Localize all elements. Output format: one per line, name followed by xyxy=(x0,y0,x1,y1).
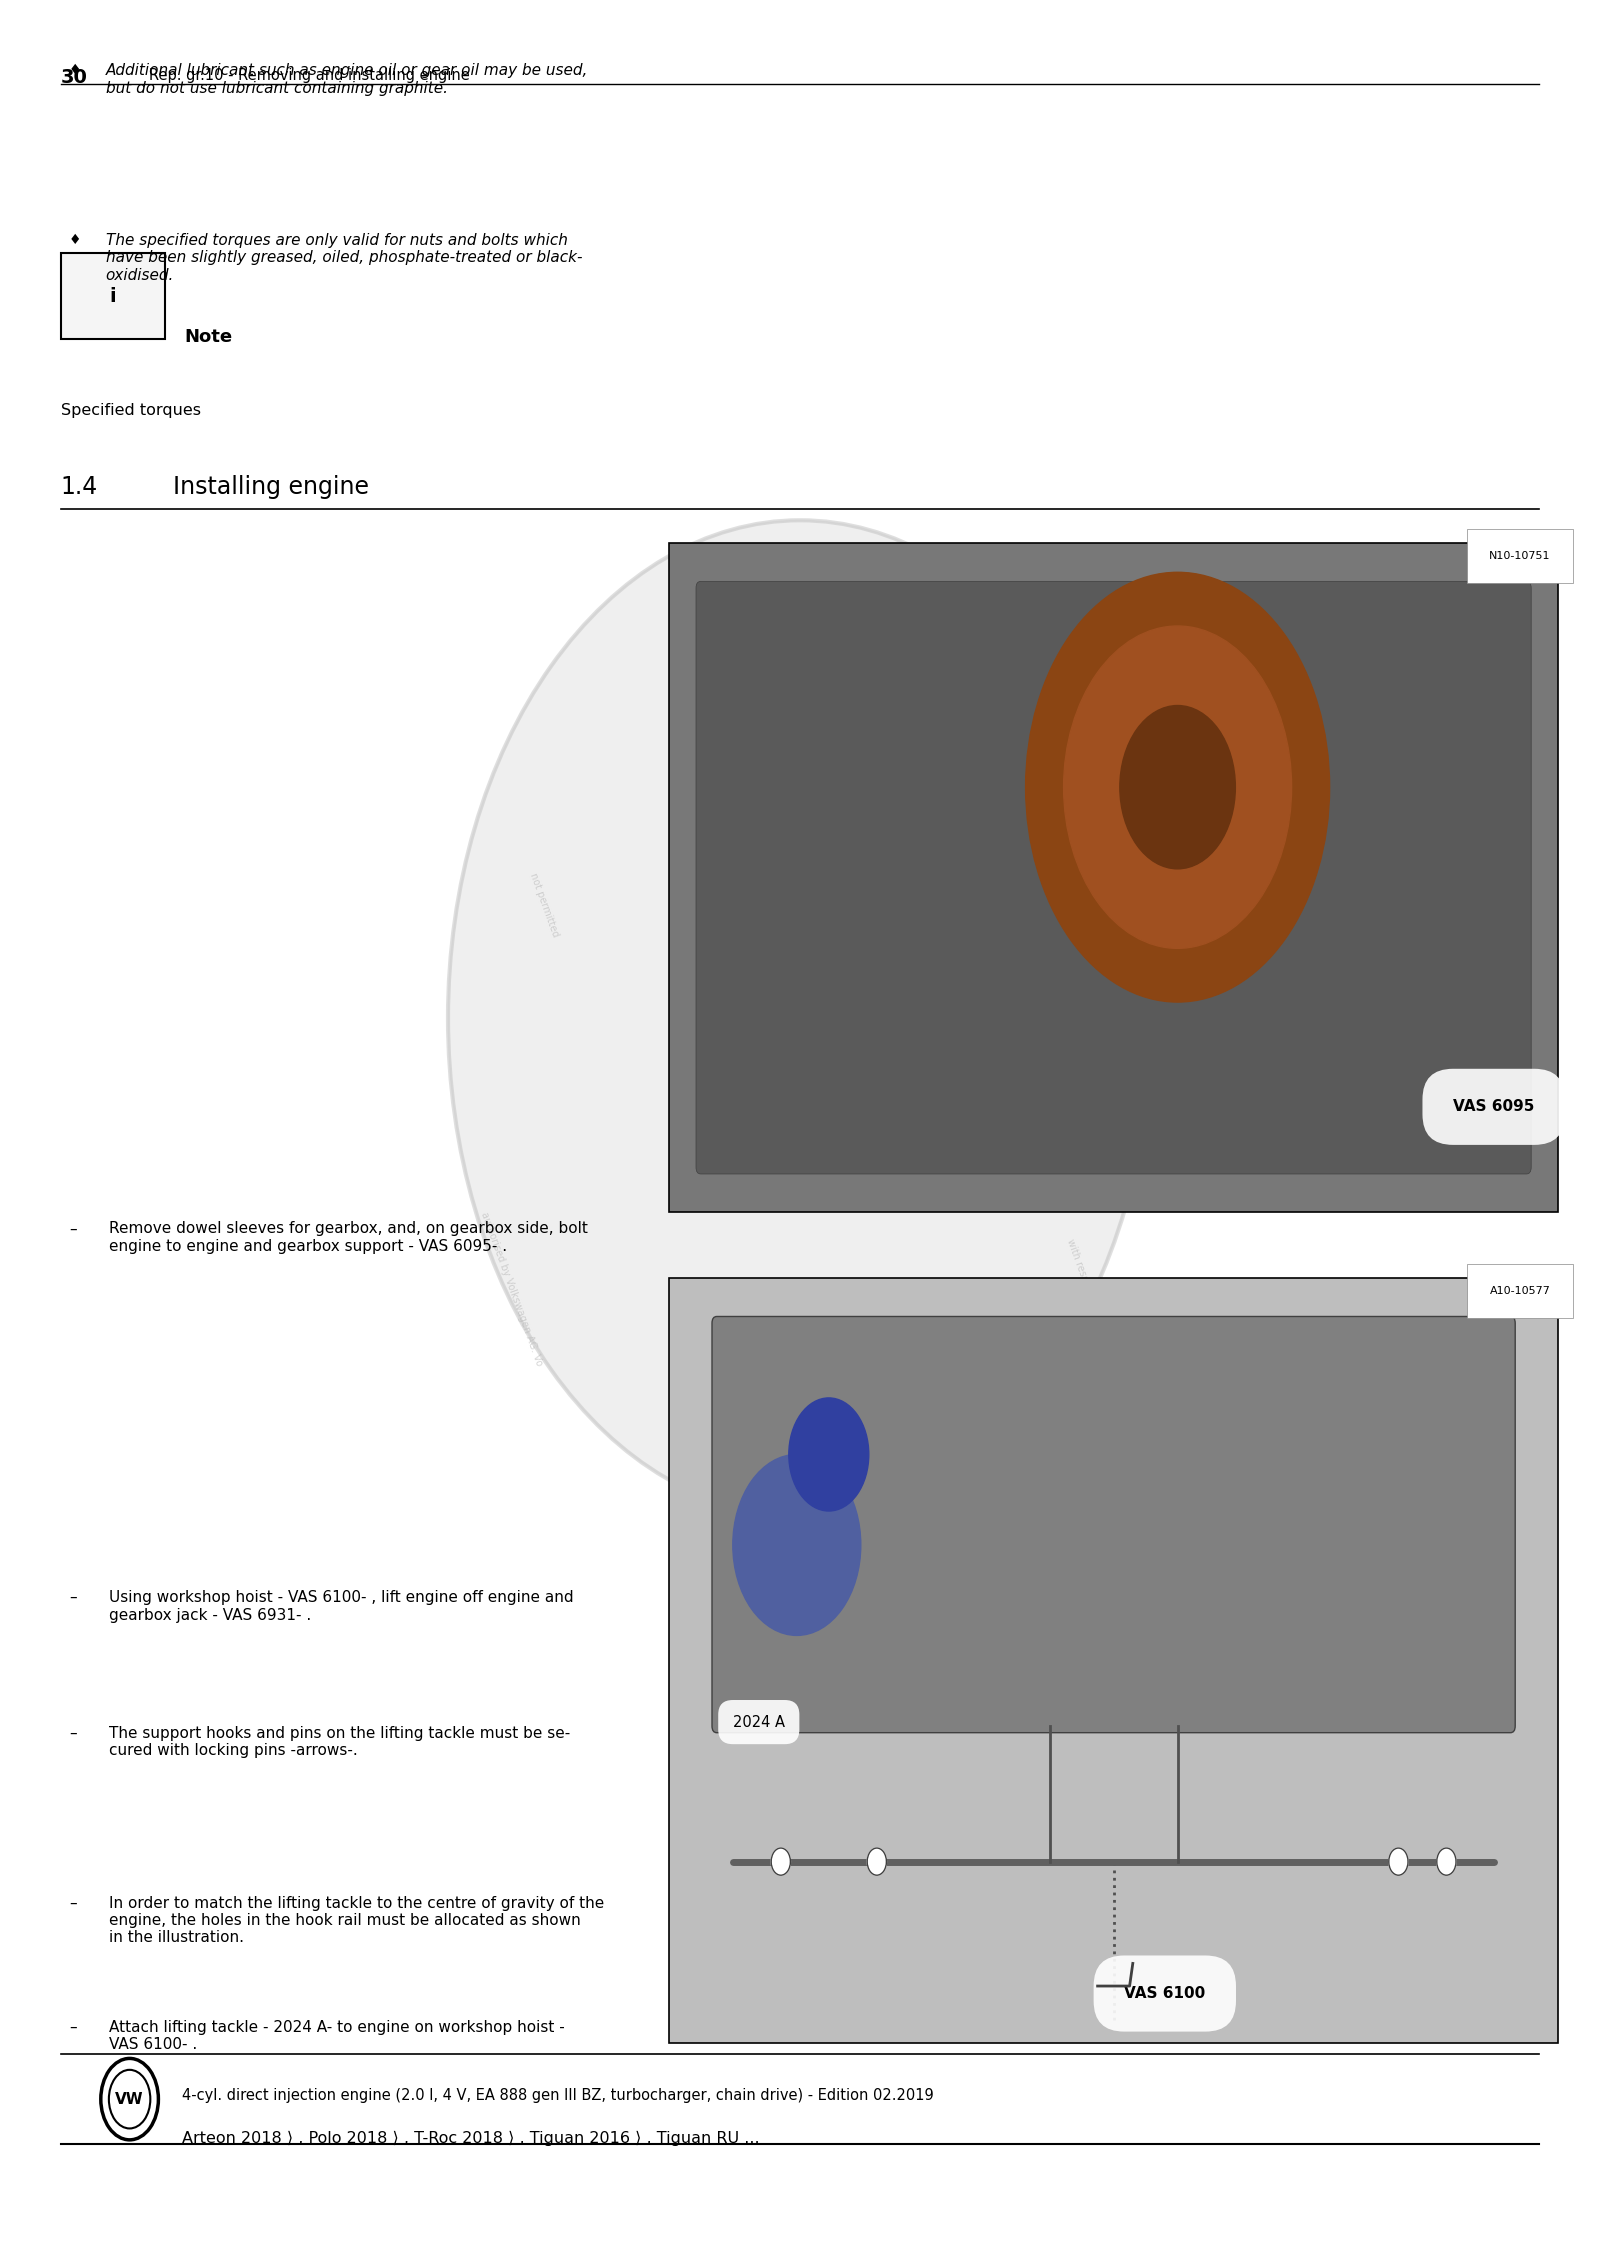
Text: Attach lifting tackle - 2024 A- to engine on workshop hoist -
VAS 6100- .: Attach lifting tackle - 2024 A- to engin… xyxy=(109,2020,565,2052)
Circle shape xyxy=(448,520,1152,1516)
Circle shape xyxy=(1026,572,1330,1002)
Text: VAS 6095: VAS 6095 xyxy=(1453,1099,1534,1115)
Circle shape xyxy=(1120,706,1235,869)
Text: –: – xyxy=(69,2020,77,2036)
Text: Remove dowel sleeves for gearbox, and, on gearbox side, bolt
engine to engine an: Remove dowel sleeves for gearbox, and, o… xyxy=(109,1221,587,1253)
Circle shape xyxy=(867,1848,886,1875)
Text: Copyright by Volkswagen AG.: Copyright by Volkswagen AG. xyxy=(851,654,909,794)
Text: Rep. gr.10 - Removing and installing engine: Rep. gr.10 - Removing and installing eng… xyxy=(149,68,469,84)
Text: A10-10577: A10-10577 xyxy=(1490,1287,1550,1296)
Circle shape xyxy=(1389,1848,1408,1875)
Text: Using workshop hoist - VAS 6100- , lift engine off engine and
gearbox jack - VAS: Using workshop hoist - VAS 6100- , lift … xyxy=(109,1590,573,1622)
Text: Specified torques: Specified torques xyxy=(61,403,202,418)
FancyBboxPatch shape xyxy=(61,253,165,339)
Text: VW: VW xyxy=(696,964,904,1072)
FancyBboxPatch shape xyxy=(712,1316,1515,1733)
Circle shape xyxy=(771,1848,790,1875)
Text: ♦: ♦ xyxy=(69,233,82,247)
Text: i: i xyxy=(109,287,117,305)
FancyBboxPatch shape xyxy=(669,1278,1558,2043)
Text: 1.4: 1.4 xyxy=(61,475,98,500)
Text: –: – xyxy=(69,1896,77,1911)
Text: 2024 A: 2024 A xyxy=(733,1715,784,1730)
Circle shape xyxy=(733,1454,861,1635)
Text: Additional lubricant such as engine oil or gear oil may be used,
but do not use : Additional lubricant such as engine oil … xyxy=(106,63,587,95)
Text: ♦: ♦ xyxy=(69,63,82,77)
Text: Note: Note xyxy=(184,328,232,346)
Circle shape xyxy=(789,1398,869,1511)
FancyBboxPatch shape xyxy=(696,581,1531,1174)
Text: N10-10751: N10-10751 xyxy=(1490,552,1550,561)
Text: with respect to the co: with respect to the co xyxy=(1066,1237,1110,1341)
Text: 4-cyl. direct injection engine (2.0 l, 4 V, EA 888 gen III BZ, turbocharger, cha: 4-cyl. direct injection engine (2.0 l, 4… xyxy=(182,2088,934,2104)
Text: VW: VW xyxy=(115,2092,144,2106)
Text: The specified torques are only valid for nuts and bolts which
have been slightly: The specified torques are only valid for… xyxy=(106,233,582,283)
Text: The support hooks and pins on the lifting tackle must be se-
cured with locking : The support hooks and pins on the liftin… xyxy=(109,1726,570,1758)
Text: VAS 6100: VAS 6100 xyxy=(1125,1986,1205,2002)
Text: 30: 30 xyxy=(61,68,88,86)
Text: In order to match the lifting tackle to the centre of gravity of the
engine, the: In order to match the lifting tackle to … xyxy=(109,1896,605,1945)
Circle shape xyxy=(1064,627,1291,948)
Text: Protected by copyright. Copy: Protected by copyright. Copy xyxy=(675,566,733,701)
Text: Arteon 2018 ⟩ , Polo 2018 ⟩ , T-Roc 2018 ⟩ , Tiguan 2016 ⟩ , Tiguan RU ...: Arteon 2018 ⟩ , Polo 2018 ⟩ , T-Roc 2018… xyxy=(182,2131,760,2147)
Text: Installing engine: Installing engine xyxy=(173,475,368,500)
Text: –: – xyxy=(69,1221,77,1237)
Text: authorised by Volkswagen AG. Vo: authorised by Volkswagen AG. Vo xyxy=(480,1210,544,1369)
Text: –: – xyxy=(69,1590,77,1606)
Text: ess of information in this document.: ess of information in this document. xyxy=(1005,934,1075,1102)
FancyBboxPatch shape xyxy=(669,543,1558,1212)
Text: –: – xyxy=(69,1726,77,1742)
Circle shape xyxy=(1437,1848,1456,1875)
Text: not permitted: not permitted xyxy=(528,871,560,939)
